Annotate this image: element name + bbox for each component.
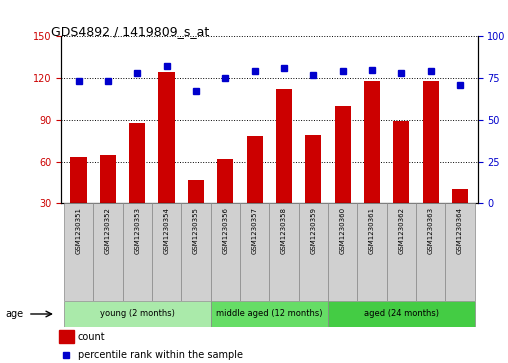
Text: age: age bbox=[5, 309, 23, 319]
Bar bbox=[328, 301, 474, 327]
Bar bbox=[357, 203, 387, 301]
Bar bbox=[217, 159, 233, 203]
Text: GSM1230358: GSM1230358 bbox=[281, 207, 287, 254]
Bar bbox=[129, 123, 145, 203]
Bar bbox=[416, 203, 445, 301]
Bar bbox=[452, 189, 468, 203]
Bar bbox=[122, 203, 152, 301]
Bar bbox=[393, 121, 409, 203]
Bar bbox=[334, 106, 351, 203]
Bar bbox=[269, 203, 299, 301]
Bar bbox=[211, 203, 240, 301]
Bar bbox=[64, 203, 93, 301]
Bar bbox=[100, 155, 116, 203]
Bar bbox=[71, 158, 87, 203]
Text: percentile rank within the sample: percentile rank within the sample bbox=[78, 350, 243, 360]
Bar bbox=[328, 203, 357, 301]
Text: count: count bbox=[78, 332, 106, 342]
Text: GSM1230354: GSM1230354 bbox=[164, 207, 170, 254]
Text: young (2 months): young (2 months) bbox=[100, 310, 175, 318]
Text: GSM1230355: GSM1230355 bbox=[193, 207, 199, 254]
Bar bbox=[64, 301, 211, 327]
Bar bbox=[246, 136, 263, 203]
Bar bbox=[181, 203, 211, 301]
Bar bbox=[445, 203, 474, 301]
Bar bbox=[59, 330, 74, 343]
Bar bbox=[240, 203, 269, 301]
Text: GSM1230353: GSM1230353 bbox=[134, 207, 140, 254]
Bar bbox=[188, 180, 204, 203]
Text: GSM1230361: GSM1230361 bbox=[369, 207, 375, 254]
Text: GSM1230360: GSM1230360 bbox=[339, 207, 345, 254]
Text: aged (24 months): aged (24 months) bbox=[364, 310, 439, 318]
Bar bbox=[211, 301, 328, 327]
Bar bbox=[158, 73, 175, 203]
Text: GSM1230364: GSM1230364 bbox=[457, 207, 463, 254]
Bar bbox=[152, 203, 181, 301]
Text: GSM1230356: GSM1230356 bbox=[222, 207, 228, 254]
Bar bbox=[93, 203, 122, 301]
Bar bbox=[305, 135, 322, 203]
Bar bbox=[299, 203, 328, 301]
Text: GSM1230362: GSM1230362 bbox=[398, 207, 404, 254]
Bar bbox=[276, 89, 292, 203]
Bar bbox=[364, 81, 380, 203]
Bar bbox=[423, 81, 438, 203]
Text: GDS4892 / 1419809_s_at: GDS4892 / 1419809_s_at bbox=[51, 25, 209, 38]
Bar bbox=[387, 203, 416, 301]
Text: GSM1230357: GSM1230357 bbox=[251, 207, 258, 254]
Text: GSM1230351: GSM1230351 bbox=[76, 207, 82, 254]
Text: middle aged (12 months): middle aged (12 months) bbox=[216, 310, 323, 318]
Text: GSM1230352: GSM1230352 bbox=[105, 207, 111, 254]
Text: GSM1230363: GSM1230363 bbox=[428, 207, 434, 254]
Text: GSM1230359: GSM1230359 bbox=[310, 207, 316, 254]
